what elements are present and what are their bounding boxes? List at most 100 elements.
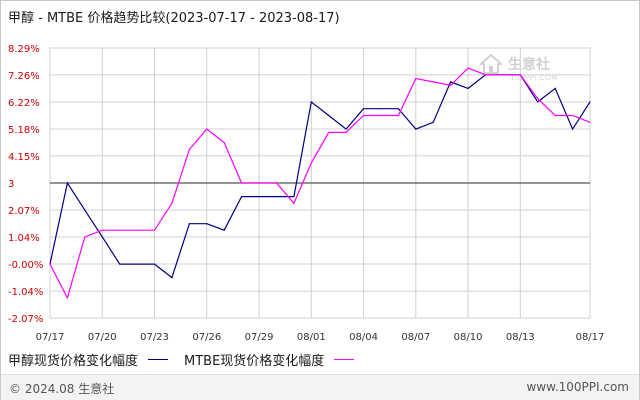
y-tick-label: -0.00% [8,260,43,271]
watermark-text: 生意社 [508,57,550,73]
data-point [432,121,434,123]
data-point [223,142,225,144]
data-point [345,128,347,130]
data-point [397,114,399,117]
data-point [66,182,69,184]
x-tick-label: 07/26 [192,332,221,343]
data-point [484,74,487,76]
data-point [206,223,208,225]
x-tick-label: 07/17 [36,332,65,343]
data-point [66,297,69,299]
legend-swatch-mtbe [334,359,355,360]
data-point [380,108,382,110]
data-point [84,209,86,211]
data-point [206,128,208,130]
x-tick-label: 07/29 [245,332,274,343]
legend-item-mtbe: MTBE现货价格变化幅度 [184,350,366,369]
data-point [84,236,86,238]
legend-item-methanol: 甲醇现货价格变化幅度 [8,350,180,369]
data-point [397,108,399,110]
data-point [537,101,539,103]
y-tick-label: 8.29% [8,44,40,55]
data-point [171,202,173,204]
data-point [450,84,452,86]
x-tick-label: 08/10 [454,332,483,343]
watermark-subtext: 100PPI.COM [510,74,558,82]
x-tick-label: 08/04 [349,332,378,343]
data-point [101,236,103,238]
data-point [554,87,556,89]
data-point [119,229,121,231]
y-tick-label: -2.07% [8,314,43,325]
data-point [188,223,190,225]
data-point [589,121,591,123]
y-tick-label: 5.18% [8,125,40,136]
data-point [275,182,278,184]
legend-label-mtbe: MTBE现货价格变化幅度 [184,354,325,369]
data-point [328,131,330,134]
footer-bar: © 2024.08 生意社 www.100PPI.com [1,374,639,400]
data-point [415,77,417,80]
x-tick-label: 08/13 [506,332,535,343]
data-point [188,148,190,150]
legend-label-methanol: 甲醇现货价格变化幅度 [8,354,139,369]
data-point [380,114,382,117]
data-point [136,263,138,265]
data-point [136,229,138,231]
data-point [258,182,260,184]
watermark-logo: 生意社 [480,54,550,74]
data-point [241,195,243,198]
chart-title: 甲醇 - MTBE 价格趋势比较(2023-07-17 - 2023-08-17… [8,11,340,26]
data-point [310,162,312,164]
data-point [345,131,347,134]
series-line-methanol [49,74,591,279]
legend-swatch-methanol [148,359,169,360]
data-point [362,114,365,117]
data-point [258,195,260,198]
footer-url-link[interactable]: www.100PPI.com [526,380,629,394]
data-point [467,87,469,89]
series-line-mtbe [49,67,591,300]
x-tick-label: 08/17 [576,332,605,343]
data-point [571,114,574,117]
y-tick-label: 4.15% [8,152,40,163]
data-point [554,114,556,117]
data-point [223,229,225,231]
data-point [153,229,156,231]
data-point [467,67,469,69]
data-point [293,202,295,204]
data-point [49,263,51,265]
data-point [502,74,504,76]
y-tick-label: 1.04% [8,233,40,244]
data-point [101,229,103,231]
x-tick-label: 07/23 [140,332,169,343]
data-point [310,101,312,103]
y-tick-label: -1.04% [8,287,43,298]
data-point [519,74,521,76]
footer-copyright: © 2024.08 生意社 [9,382,115,396]
x-tick-label: 07/20 [88,332,117,343]
y-tick-label: 7.26% [8,71,40,82]
data-point [275,195,278,198]
data-point [119,263,121,265]
data-point [171,277,173,279]
y-tick-label: 2.07% [8,206,40,217]
data-point [589,101,591,103]
data-point [415,128,417,130]
data-point [328,114,330,117]
data-point [450,81,452,83]
house-icon [480,54,502,74]
x-tick-label: 08/01 [297,332,326,343]
chart-legend: 甲醇现货价格变化幅度 MTBE现货价格变化幅度 [8,350,370,369]
data-point [537,97,539,100]
y-tick-label: 6.22% [8,98,40,109]
x-tick-label: 08/07 [401,332,430,343]
data-point [153,263,156,265]
data-point [362,108,365,110]
data-point [432,81,434,83]
data-point [571,128,574,130]
y-tick-label: 3 [8,179,14,190]
data-point [293,195,295,198]
data-point [241,182,243,184]
